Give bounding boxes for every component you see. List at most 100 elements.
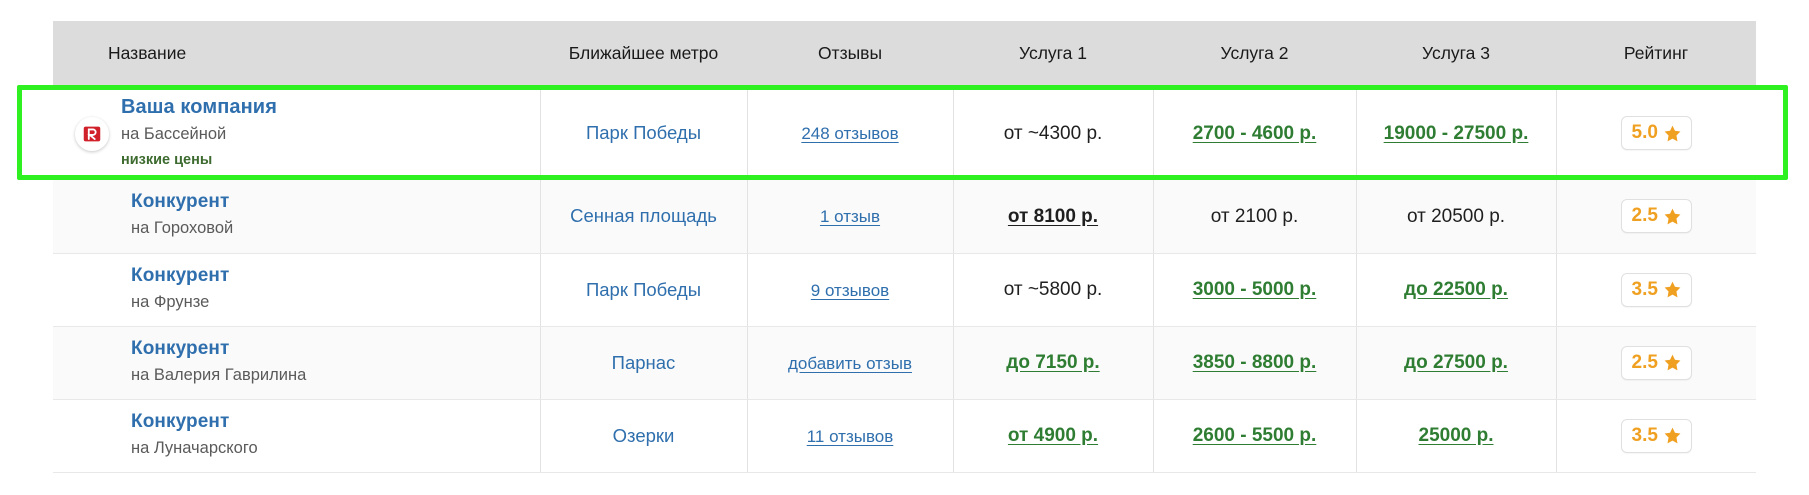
price-service3[interactable]: 19000 - 27500 р. bbox=[1383, 122, 1529, 144]
column-header-name: Название bbox=[53, 21, 540, 86]
price-service2[interactable]: 3000 - 5000 р. bbox=[1192, 279, 1317, 300]
cell-metro: Парк Победы bbox=[539, 253, 747, 327]
price-service3: от 20500 р. bbox=[1406, 205, 1506, 227]
price-service1[interactable]: до 7150 р. bbox=[1006, 352, 1100, 373]
metro-link[interactable]: Парнас bbox=[611, 351, 676, 373]
company-address: на Бассейной bbox=[121, 124, 227, 143]
rating-value: 2.5 bbox=[1631, 205, 1658, 227]
company-name-link[interactable]: Конкурент bbox=[131, 264, 230, 286]
table-body: Ваша компания на Бассейной низкие цены П… bbox=[53, 86, 1756, 473]
rating-value: 3.5 bbox=[1631, 278, 1658, 300]
reviews-link[interactable]: 9 отзывов bbox=[810, 280, 890, 300]
rating-value: 2.5 bbox=[1631, 351, 1658, 373]
cell-rating: 3.5 bbox=[1555, 253, 1756, 327]
status-badge: 2.5 bbox=[1620, 345, 1692, 380]
star-icon bbox=[1664, 354, 1681, 371]
cell-reviews: 248 отзывов bbox=[746, 86, 953, 180]
cell-name: Конкурент на Гороховой bbox=[53, 180, 540, 254]
company-address: на Фрунзе bbox=[131, 292, 210, 311]
cell-rating: 2.5 bbox=[1555, 180, 1756, 254]
rating-value: 3.5 bbox=[1631, 424, 1658, 446]
cell-reviews: 1 отзыв bbox=[746, 180, 953, 254]
cell-service1: от 4900 р. bbox=[952, 399, 1153, 473]
company-name-link[interactable]: Конкурент bbox=[131, 191, 230, 213]
cell-service1: от 8100 р. bbox=[952, 180, 1153, 254]
cell-service3: от 20500 р. bbox=[1355, 180, 1556, 254]
cell-rating: 3.5 bbox=[1555, 399, 1756, 473]
company-address: на Валерия Гаврилина bbox=[131, 365, 307, 384]
status-badge: 3.5 bbox=[1620, 272, 1692, 307]
cell-service1: от ~5800 р. bbox=[952, 253, 1153, 327]
star-icon bbox=[1664, 125, 1681, 141]
price-service1[interactable]: от 4900 р. bbox=[1007, 425, 1099, 446]
table-header: Название Ближайшее метро Отзывы Услуга 1… bbox=[53, 21, 1756, 86]
column-header-rating: Рейтинг bbox=[1556, 21, 1756, 86]
reviews-link[interactable]: 11 отзывов bbox=[806, 426, 894, 446]
table-row[interactable]: Конкурент на Гороховой Сенная площадь 1 … bbox=[53, 180, 1756, 254]
status-badge: 2.5 bbox=[1620, 199, 1692, 234]
cell-name: Конкурент на Валерия Гаврилина bbox=[53, 326, 540, 400]
reviews-link[interactable]: 248 отзывов bbox=[801, 124, 899, 143]
company-address: на Гороховой bbox=[131, 219, 234, 238]
price-service3[interactable]: до 22500 р. bbox=[1404, 279, 1508, 300]
company-address: на Луначарского bbox=[131, 438, 258, 457]
price-service1: от ~4300 р. bbox=[1003, 122, 1103, 144]
metro-link[interactable]: Парк Победы bbox=[585, 122, 702, 143]
cell-metro: Озерки bbox=[539, 399, 747, 473]
company-tag: низкие цены bbox=[121, 151, 213, 168]
column-header-service3: Услуга 3 bbox=[1356, 21, 1556, 86]
cell-service1: от ~4300 р. bbox=[952, 86, 1153, 180]
cell-name: Конкурент на Фрунзе bbox=[53, 253, 540, 327]
price-service1[interactable]: от 8100 р. bbox=[1007, 205, 1099, 227]
column-header-service1: Услуга 1 bbox=[953, 21, 1153, 86]
cell-name: Ваша компания на Бассейной низкие цены bbox=[53, 86, 540, 180]
price-service2[interactable]: 3850 - 8800 р. bbox=[1192, 352, 1317, 373]
price-service1: от ~5800 р. bbox=[1003, 279, 1103, 300]
company-logo-icon bbox=[75, 116, 109, 151]
price-service2[interactable]: 2600 - 5500 р. bbox=[1192, 425, 1317, 446]
reviews-link[interactable]: 1 отзыв bbox=[819, 207, 881, 227]
cell-service2: 2600 - 5500 р. bbox=[1152, 399, 1356, 473]
cell-metro: Парк Победы bbox=[539, 86, 747, 180]
cell-service3: 25000 р. bbox=[1355, 399, 1556, 473]
column-header-reviews: Отзывы bbox=[747, 21, 953, 86]
cell-rating: 5.0 bbox=[1555, 86, 1756, 180]
cell-metro: Сенная площадь bbox=[539, 180, 747, 254]
rating-value: 5.0 bbox=[1631, 122, 1658, 143]
table-row[interactable]: Конкурент на Луначарского Озерки 11 отзы… bbox=[53, 399, 1756, 473]
add-review-link[interactable]: добавить отзыв bbox=[788, 353, 912, 373]
price-service2[interactable]: 2700 - 4600 р. bbox=[1192, 122, 1317, 144]
star-icon bbox=[1664, 427, 1681, 444]
cell-reviews: добавить отзыв bbox=[746, 326, 953, 400]
column-header-metro: Ближайшее метро bbox=[540, 21, 747, 86]
cell-rating: 2.5 bbox=[1555, 326, 1756, 400]
competitor-comparison-table: Название Ближайшее метро Отзывы Услуга 1… bbox=[53, 21, 1756, 473]
metro-link[interactable]: Парк Победы bbox=[585, 278, 702, 300]
cell-service1: до 7150 р. bbox=[952, 326, 1153, 400]
price-service3[interactable]: 25000 р. bbox=[1418, 425, 1494, 446]
table-row[interactable]: Ваша компания на Бассейной низкие цены П… bbox=[53, 86, 1756, 180]
column-header-service2: Услуга 2 bbox=[1153, 21, 1356, 86]
table-row[interactable]: Конкурент на Фрунзе Парк Победы 9 отзыво… bbox=[53, 253, 1756, 327]
cell-reviews: 11 отзывов bbox=[746, 399, 953, 473]
price-service2: от 2100 р. bbox=[1210, 205, 1299, 227]
metro-link[interactable]: Сенная площадь bbox=[570, 205, 717, 227]
metro-link[interactable]: Озерки bbox=[612, 424, 675, 446]
cell-service2: 2700 - 4600 р. bbox=[1152, 86, 1356, 180]
cell-service2: 3000 - 5000 р. bbox=[1152, 253, 1356, 327]
cell-service3: до 22500 р. bbox=[1355, 253, 1556, 327]
cell-reviews: 9 отзывов bbox=[746, 253, 953, 327]
company-name-link[interactable]: Ваша компания bbox=[121, 95, 277, 118]
company-name-link[interactable]: Конкурент bbox=[131, 410, 230, 432]
company-name-link[interactable]: Конкурент bbox=[131, 337, 230, 359]
cell-metro: Парнас bbox=[539, 326, 747, 400]
price-service3[interactable]: до 27500 р. bbox=[1404, 352, 1508, 373]
status-badge: 5.0 bbox=[1620, 116, 1692, 150]
table-row[interactable]: Конкурент на Валерия Гаврилина Парнас до… bbox=[53, 326, 1756, 400]
cell-service2: от 2100 р. bbox=[1152, 180, 1356, 254]
cell-service2: 3850 - 8800 р. bbox=[1152, 326, 1356, 400]
star-icon bbox=[1664, 208, 1681, 225]
cell-service3: до 27500 р. bbox=[1355, 326, 1556, 400]
star-icon bbox=[1664, 281, 1681, 298]
